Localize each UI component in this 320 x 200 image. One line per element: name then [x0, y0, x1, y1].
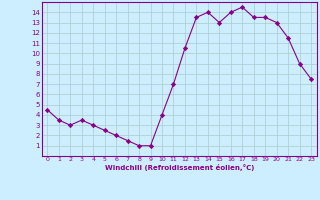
X-axis label: Windchill (Refroidissement éolien,°C): Windchill (Refroidissement éolien,°C)	[105, 164, 254, 171]
